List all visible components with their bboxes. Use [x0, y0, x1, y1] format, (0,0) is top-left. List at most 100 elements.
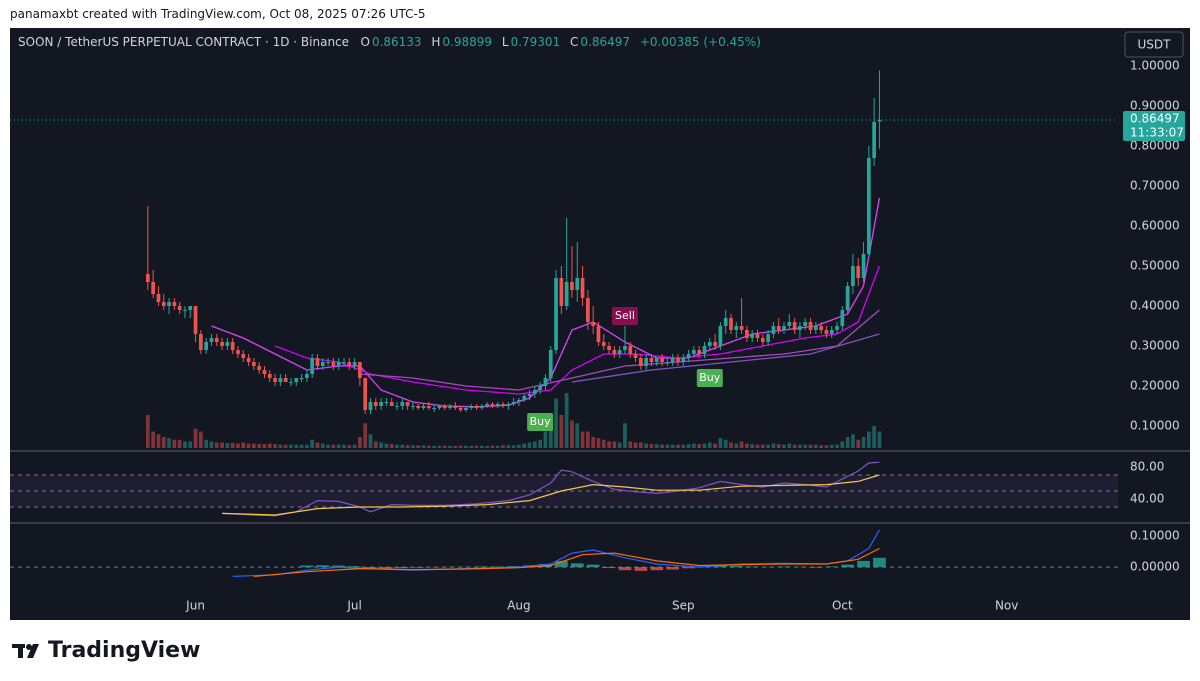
volume-bar: [840, 441, 845, 448]
candle-body: [644, 358, 649, 366]
macd-histogram-bar: [825, 566, 839, 568]
candle-body: [283, 378, 288, 382]
volume-bar: [734, 443, 739, 448]
candle-body: [607, 346, 611, 350]
candle-body: [840, 310, 845, 326]
macd-histogram-bar: [380, 567, 393, 569]
volume-bar: [469, 445, 474, 448]
volume-bar: [294, 444, 299, 448]
y-tick-label: 0.50000: [1130, 259, 1180, 273]
candle-body: [819, 326, 823, 330]
candle-body: [342, 362, 346, 363]
candle-body: [145, 274, 150, 282]
candle-body: [856, 266, 861, 278]
indicator-line: [222, 474, 880, 516]
candle-body: [437, 406, 442, 408]
candle-body: [623, 346, 627, 350]
volume-bar: [861, 437, 866, 448]
macd-histogram-bar: [395, 567, 409, 569]
volume-bar: [156, 434, 161, 448]
candle-body: [490, 404, 495, 406]
candle-body: [331, 362, 336, 366]
volume-bar: [771, 443, 776, 448]
volume-bar: [580, 431, 585, 448]
volume-bar: [262, 444, 267, 448]
volume-bar: [538, 439, 542, 448]
y-tick-label: 0.20000: [1130, 379, 1180, 393]
ohlc-value: 0.86133: [371, 35, 422, 49]
volume-bar: [305, 444, 309, 448]
candle-body: [829, 330, 834, 334]
y-tick-label: 0.10000: [1130, 419, 1180, 433]
candle-body: [411, 406, 415, 407]
candle-body: [543, 378, 548, 386]
volume-bar: [813, 444, 818, 448]
volume-bar: [320, 443, 325, 448]
volume-bar: [506, 445, 511, 448]
candle-body: [798, 326, 802, 330]
volume-bar: [612, 441, 617, 448]
candle-body: [474, 406, 479, 408]
ohlc-key: L: [501, 35, 509, 49]
volume-bar: [522, 443, 527, 448]
volume-bar: [442, 445, 447, 448]
candle-body: [697, 350, 702, 354]
macd-histogram-bar: [602, 567, 616, 569]
candle-body: [851, 266, 855, 286]
indicator-line: [274, 265, 881, 395]
x-tick-label: Jul: [346, 599, 361, 613]
candle-body: [750, 334, 755, 338]
candle-body: [384, 402, 389, 403]
currency-box[interactable]: [1124, 31, 1184, 58]
volume-bar: [739, 441, 744, 448]
macd-histogram-bar: [745, 566, 759, 568]
candle-body: [766, 334, 770, 342]
candle-body: [464, 408, 468, 410]
candle-body: [570, 282, 574, 290]
volume-bar: [692, 443, 696, 448]
volume-bar: [517, 444, 521, 448]
candle-body: [660, 358, 664, 362]
candle-body: [782, 326, 786, 330]
candle-body: [692, 350, 696, 354]
candle-body: [734, 326, 739, 330]
ohlc-key: C: [570, 35, 579, 49]
candle-body: [326, 362, 330, 363]
candle-body: [310, 358, 315, 374]
candle-body: [214, 338, 219, 342]
volume-bar: [464, 445, 468, 448]
volume-bar: [448, 445, 452, 448]
volume-bar: [204, 439, 209, 448]
candle-body: [612, 350, 617, 354]
macd-histogram-bar: [650, 567, 664, 571]
macd-histogram-bar: [507, 566, 520, 568]
candle-body: [586, 298, 590, 322]
volume-bar: [782, 444, 786, 448]
candle-body: [649, 358, 654, 362]
volume-bar: [474, 445, 479, 448]
y-tick-label: 0.70000: [1130, 179, 1180, 193]
candle-body: [739, 326, 744, 330]
y-tick-label: 0.30000: [1130, 339, 1180, 353]
candle-body: [745, 330, 749, 338]
volume-bar: [755, 444, 760, 448]
indicator-line: [571, 333, 880, 383]
candle-body: [209, 338, 214, 342]
ohlc-value: 0.86497: [580, 35, 631, 49]
x-tick-label: Sep: [672, 599, 695, 613]
candle-body: [193, 306, 198, 334]
countdown: 11:33:07: [1130, 126, 1184, 140]
macd-histogram-bar: [348, 566, 361, 568]
volume-bar: [543, 431, 548, 448]
candle-body: [479, 406, 484, 408]
volume-bar: [681, 444, 686, 448]
ohlc-key: O: [360, 35, 370, 49]
volume-bar: [670, 444, 675, 448]
volume-bar: [485, 445, 489, 448]
candle-body: [866, 158, 871, 254]
candle-body: [517, 400, 521, 402]
x-tick-label: Nov: [995, 599, 1018, 613]
y-tick-label: 0.80000: [1130, 139, 1180, 153]
candle-body: [628, 346, 633, 354]
candle-body: [252, 362, 256, 366]
